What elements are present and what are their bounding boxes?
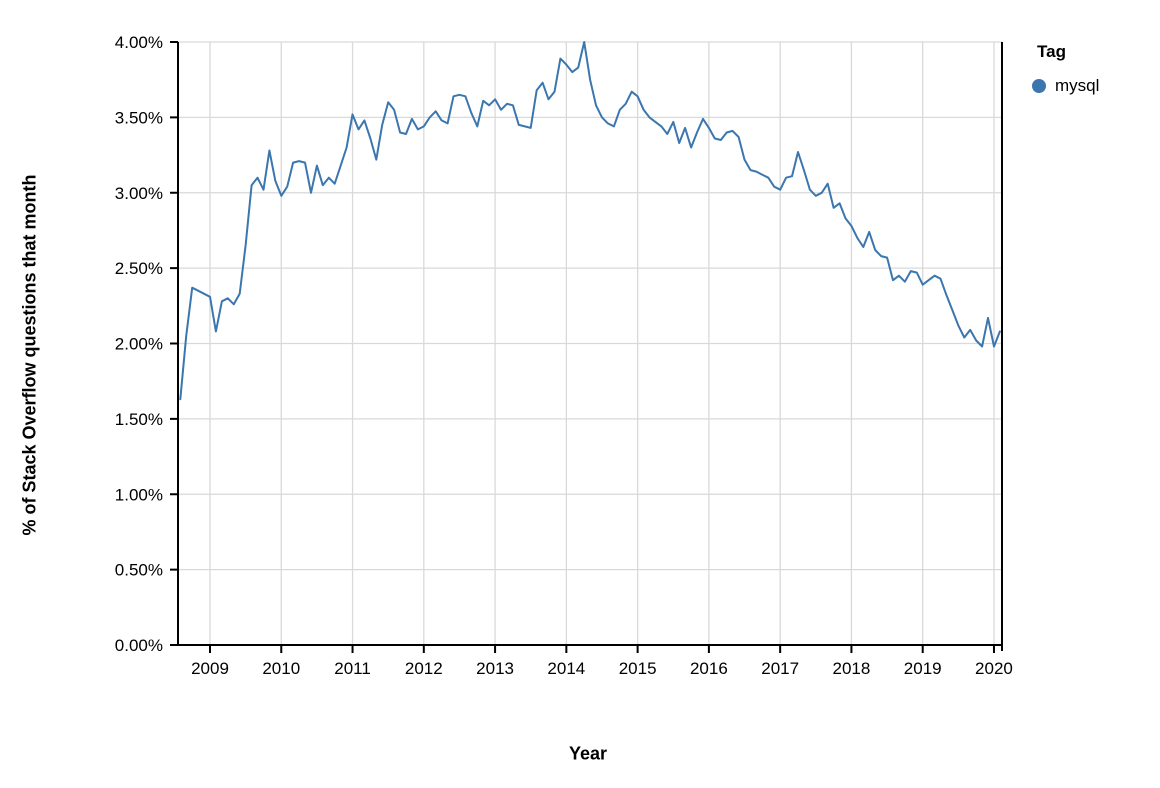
y-axis-tick-label: 4.00%: [115, 33, 163, 52]
legend-title: Tag: [1037, 42, 1066, 61]
legend-item-label: mysql: [1055, 76, 1100, 95]
legend: Tag mysql: [1032, 42, 1099, 96]
y-axis-tick-label: 3.50%: [115, 108, 163, 127]
x-axis-tick-label: 2020: [975, 659, 1013, 678]
y-axis-title: % of Stack Overflow questions that month: [19, 174, 40, 536]
x-axis-tick-label: 2012: [405, 659, 443, 678]
x-axis-tick-label: 2009: [191, 659, 229, 678]
legend-swatch-icon: [1032, 79, 1046, 93]
x-axis-tick-label: 2018: [833, 659, 871, 678]
y-axis-tick-label: 3.00%: [115, 184, 163, 203]
y-axis-tick-label: 1.50%: [115, 410, 163, 429]
legend-item-mysql: mysql: [1032, 76, 1099, 96]
y-axis-tick-label: 2.50%: [115, 259, 163, 278]
x-axis-tick-label: 2017: [761, 659, 799, 678]
x-axis-tick-label: 2016: [690, 659, 728, 678]
x-axis-tick-label: 2019: [904, 659, 942, 678]
y-axis-tick-label: 0.50%: [115, 561, 163, 580]
y-axis-tick-label: 1.00%: [115, 485, 163, 504]
x-axis-title: Year: [568, 743, 608, 764]
y-axis-tick-label: 2.00%: [115, 335, 163, 354]
trend-line-mysql[interactable]: [179, 41, 1001, 401]
x-axis-tick-label: 2013: [476, 659, 514, 678]
x-axis-tick-label: 2014: [547, 659, 585, 678]
x-axis-tick-label: 2010: [262, 659, 300, 678]
y-axis-tick-label: 0.00%: [115, 636, 163, 655]
x-axis-tick-label: 2011: [334, 659, 371, 678]
x-axis-tick-label: 2015: [619, 659, 657, 678]
